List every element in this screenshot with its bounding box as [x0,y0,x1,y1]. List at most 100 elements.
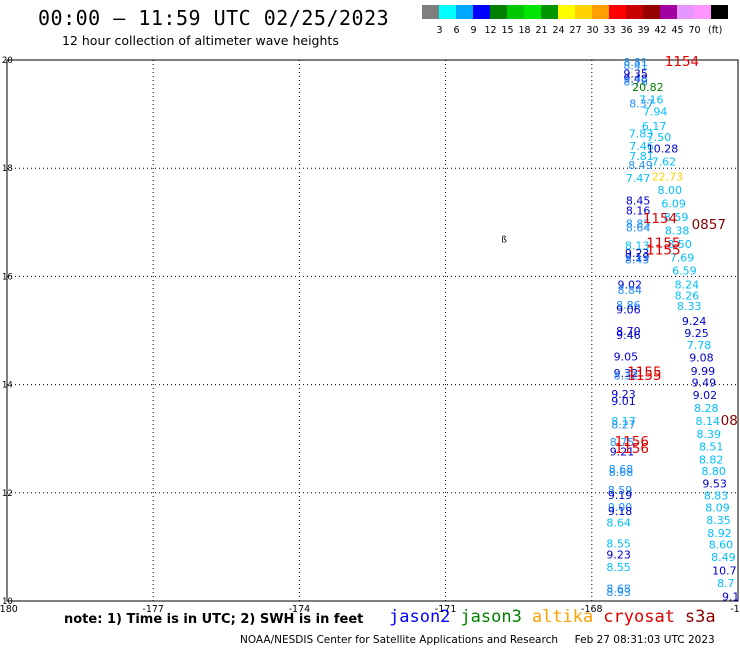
wave-height-label: 8.51 [699,440,724,453]
wave-height-label: 8.39 [697,428,722,441]
color-scale-label: 6 [453,25,460,36]
wave-height-label: 10.7 [712,565,737,578]
wave-height-label: 8.16 [626,204,651,217]
x-tick-label: -16 [730,604,740,615]
wave-height-label: 8.50 [667,238,692,251]
wave-height-label: 7.47 [626,172,651,185]
color-scale-swatch [643,5,660,19]
wave-height-label: 9.48 [623,72,648,85]
color-scale-swatch [473,5,490,19]
color-scale-swatch [677,5,694,19]
color-scale-swatch [439,5,456,19]
wave-height-label: 8.93 [606,586,631,599]
chart-subtitle: 12 hour collection of altimeter wave hei… [62,33,339,48]
wave-height-label: 22.73 [652,170,684,183]
footnote: note: 1) Time is in UTC; 2) SWH is in fe… [64,612,364,627]
wave-height-label: 8.35 [706,514,731,527]
wave-height-label: 8.92 [707,527,732,540]
wave-height-label: 7.94 [643,105,668,118]
wave-height-label: 8.64 [606,517,631,530]
x-tick-label: -174 [289,604,311,615]
legend-item-jason3: jason3 [460,607,522,627]
wave-height-label: 6.59 [672,264,697,277]
wave-height-label: 9.25 [684,327,709,340]
color-scale-label: 70 [688,25,701,36]
track-timestamp-label: 1154 [665,54,699,70]
wave-height-label: 9.01 [611,395,636,408]
color-scale-label: 21 [535,25,548,36]
color-scale-swatch [541,5,558,19]
track-timestamp-label: 1156 [615,441,649,457]
color-scale-label: 36 [620,25,633,36]
wave-height-label: 7.62 [652,156,677,169]
wave-height-label: 8.41 [623,59,648,72]
y-tick-label: 20 [2,56,13,66]
wave-height-label: ß [501,236,507,246]
color-scale-swatch [694,5,711,19]
wave-height-label: 8.28 [694,402,719,415]
track-timestamp-label: 1155 [646,235,680,251]
track-timestamp-label: 1155 [627,365,661,381]
legend-item-s3a: s3a [684,607,716,627]
wave-height-label: 7.83 [629,128,654,141]
wave-height-label: 6.17 [642,120,667,133]
wave-height-label: 8.59 [664,211,689,224]
credit-line: NOAA/NESDIS Center for Satellite Applica… [240,634,715,646]
color-scale-swatch [609,5,626,19]
wave-height-label: 8.37 [629,97,654,110]
track-timestamp-label: 1155 [646,242,680,258]
chart-title: 00:00 — 11:59 UTC 02/25/2023 [38,6,390,30]
wave-height-label: 9.99 [691,365,716,378]
x-tick-label: -180 [0,604,18,615]
color-scale-label: 3 [436,25,443,36]
plot-frame [6,59,739,602]
wave-height-label: 8.64 [626,222,651,235]
wave-height-label: 8.49 [628,159,653,172]
color-scale-swatch [558,5,575,19]
track-timestamp-label: 08 [721,413,738,429]
color-scale-label: 39 [637,25,650,36]
wave-height-label: 20.82 [632,81,664,94]
wave-height-label: 8.59 [608,484,633,497]
track-timestamp-label: 1156 [615,434,649,450]
wave-height-label: 8.85 [626,217,651,230]
track-timestamp-label: 1154 [643,211,677,227]
wave-height-label: 8.55 [606,561,631,574]
x-tick-label: -168 [581,604,603,615]
wave-height-label: 7.78 [687,339,712,352]
wave-height-label: 8.24 [675,279,700,292]
color-scale-label: 27 [569,25,582,36]
color-scale-label: 15 [501,25,514,36]
wave-height-label: 9.49 [692,376,717,389]
color-scale-swatch [711,5,728,19]
wave-height-label: 8.83 [704,490,729,503]
y-tick-label: 12 [2,489,13,499]
wave-height-label: 9.02 [618,279,643,292]
color-scale-label: 18 [518,25,531,36]
wave-height-label: 8.68 [606,583,631,596]
track-timestamp-label: 1155 [627,368,661,384]
color-scale-label: 33 [603,25,616,36]
color-scale-label: 24 [552,25,565,36]
wave-height-label: 8.68 [609,466,634,479]
wave-height-label: 8.70 [616,325,641,338]
color-scale-label: 42 [654,25,667,36]
color-scale-swatch [575,5,592,19]
legend-item-jason2: jason2 [389,607,451,627]
wave-height-label: 8.17 [611,415,636,428]
wave-height-label: 8.33 [677,300,702,313]
track-timestamp-label: 0857 [692,217,726,233]
legend-item-altika: altika [531,607,594,627]
wave-height-label: 8.68 [609,463,634,476]
wave-height-label: 8.13 [625,240,650,253]
color-scale-swatch [507,5,524,19]
y-tick-label: 18 [2,164,13,174]
wave-height-label: 9.23 [606,548,631,561]
color-scale-label: 9 [470,25,477,36]
color-scale-swatch [490,5,507,19]
wave-height-label: 8.7 [717,577,735,590]
wave-height-label: 8.84 [618,284,643,297]
wave-height-label: 9.02 [693,389,718,402]
x-tick-label: -171 [435,604,457,615]
wave-height-label: 9.32 [614,367,639,380]
